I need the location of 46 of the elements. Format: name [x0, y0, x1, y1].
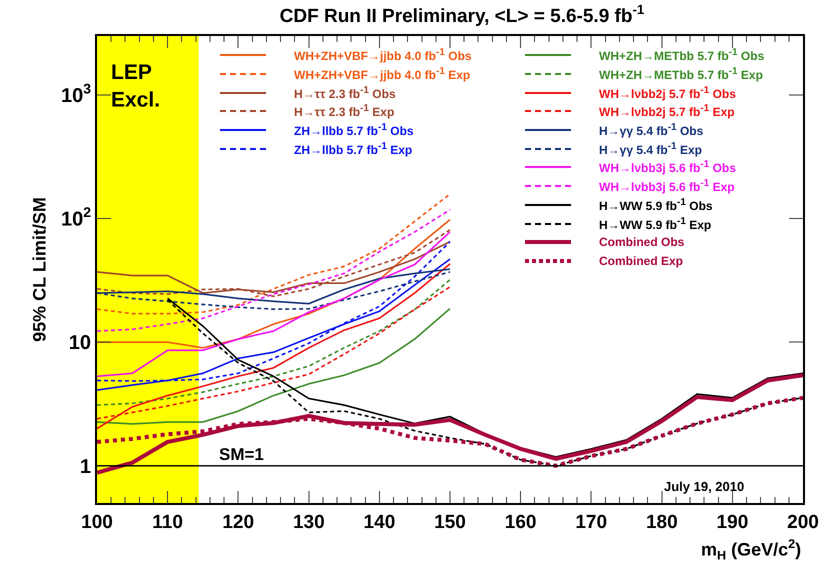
- line-series: [97, 308, 451, 425]
- y-axis-title: 95% CL Limit/SM: [30, 197, 50, 342]
- legend-label: ZH→llbb 5.7 fb$^{-1}$ Obs: [294, 122, 414, 138]
- legend-label: WH+ZH+VBF→jjbb 4.0 fb$^{-1}$ Exp: [294, 66, 470, 82]
- x-tick-label: 170: [575, 512, 608, 533]
- chart-title: CDF Run II Preliminary, <L> = 5.6-5.9 fb$^{-1}$: [280, 2, 645, 27]
- legend-label: Combined Exp: [599, 254, 684, 268]
- legend-label: WH→lνbb2j 5.7 fb$^{-1}$ Obs: [599, 84, 736, 101]
- legend-label: WH→lνbb2j 5.7 fb$^{-1}$ Exp: [599, 103, 735, 120]
- ref-line-label: SM=1: [219, 445, 264, 464]
- legend-label: H→ττ 2.3 fb$^{-1}$ Obs: [294, 84, 396, 101]
- x-tick-label: 100: [81, 512, 113, 533]
- line-series: [97, 278, 451, 406]
- annotation: July 19, 2010: [664, 479, 744, 494]
- legend-label: ZH→llbb 5.7 fb$^{-1}$ Exp: [294, 140, 412, 157]
- x-tick-label: 140: [364, 512, 396, 533]
- y-tick-label: 1: [80, 456, 91, 478]
- y-tick-label: 10: [68, 332, 91, 354]
- x-tick-label: 180: [646, 512, 678, 533]
- legend-label: WH→lνbb3j 5.6 fb$^{-1}$ Obs: [599, 159, 736, 176]
- line-series: [97, 208, 451, 332]
- line-series: [97, 263, 451, 430]
- line-series: [97, 373, 803, 475]
- y-tick-label: 10$^{2}$: [60, 204, 92, 231]
- x-tick-label: 200: [787, 512, 819, 533]
- band-label: LEP Excl.: [111, 61, 160, 112]
- x-tick-label: 150: [434, 512, 466, 533]
- legend-label: H→γγ 5.4 fb$^{-1}$ Obs: [599, 122, 704, 138]
- legend-label: H→WW 5.9 fb$^{-1}$ Exp: [599, 216, 712, 232]
- x-tick-label: 130: [292, 512, 325, 533]
- line-series: [97, 229, 451, 298]
- legend-label: H→ττ 2.3 fb$^{-1}$ Exp: [294, 103, 394, 120]
- legend-label: WH+ZH→METbb 5.7 fb$^{-1}$ Obs: [599, 47, 764, 64]
- x-axis-title: m$_{H}$ (GeV/c$^{2}$): [701, 537, 802, 562]
- legend-label: H→γγ 5.4 fb$^{-1}$ Exp: [599, 140, 702, 157]
- x-tick-label: 160: [504, 512, 536, 533]
- legend-label: H→WW 5.9 fb$^{-1}$ Obs: [599, 196, 713, 213]
- x-tick-label: 120: [222, 512, 254, 533]
- legend-label: WH+ZH+VBF→jjbb 4.0 fb$^{-1}$ Obs: [294, 47, 472, 64]
- legend-label: Combined Obs: [599, 235, 684, 250]
- legend-label: WH→lνbb3j 5.6 fb$^{-1}$ Exp: [599, 178, 735, 194]
- line-series: [97, 193, 451, 314]
- y-tick-label: 10$^{3}$: [60, 80, 92, 107]
- legend-label: WH+ZH→METbb 5.7 fb$^{-1}$ Exp: [599, 66, 763, 82]
- x-tick-label: 110: [152, 512, 183, 533]
- x-tick-label: 190: [716, 512, 748, 533]
